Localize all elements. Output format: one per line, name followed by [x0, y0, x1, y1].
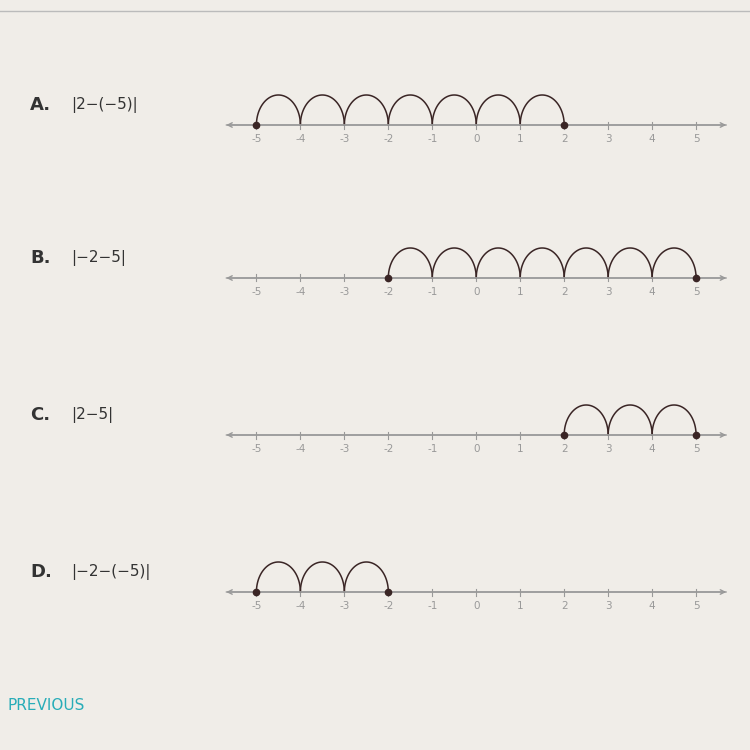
Text: 5: 5: [693, 287, 700, 297]
Text: -4: -4: [296, 287, 305, 297]
Text: 1: 1: [517, 444, 524, 454]
Text: -5: -5: [251, 444, 262, 454]
Text: 0: 0: [473, 601, 479, 611]
Text: -5: -5: [251, 601, 262, 611]
Text: 3: 3: [604, 601, 611, 611]
Text: -1: -1: [427, 287, 437, 297]
Text: -4: -4: [296, 134, 305, 144]
Text: -4: -4: [296, 444, 305, 454]
Text: -2: -2: [383, 601, 394, 611]
Text: |−2−(−5)|: |−2−(−5)|: [71, 564, 151, 580]
Text: 1: 1: [517, 287, 524, 297]
Text: 0: 0: [473, 287, 479, 297]
Text: 4: 4: [649, 601, 656, 611]
Text: -2: -2: [383, 444, 394, 454]
Text: 0: 0: [473, 444, 479, 454]
Text: C.: C.: [30, 406, 50, 424]
Text: D.: D.: [30, 563, 52, 581]
Text: 3: 3: [604, 444, 611, 454]
Text: -3: -3: [339, 134, 350, 144]
Text: -5: -5: [251, 287, 262, 297]
Text: -1: -1: [427, 444, 437, 454]
Text: 5: 5: [693, 444, 700, 454]
Text: |−2−5|: |−2−5|: [71, 250, 126, 266]
Text: 2: 2: [561, 444, 568, 454]
Text: -2: -2: [383, 287, 394, 297]
Text: -5: -5: [251, 134, 262, 144]
Text: 1: 1: [517, 134, 524, 144]
Text: 4: 4: [649, 287, 656, 297]
Text: 1: 1: [517, 601, 524, 611]
Text: -2: -2: [383, 134, 394, 144]
Text: 3: 3: [604, 287, 611, 297]
Text: 2: 2: [561, 134, 568, 144]
Text: A.: A.: [30, 96, 51, 114]
Text: -3: -3: [339, 287, 350, 297]
Text: 3: 3: [604, 134, 611, 144]
Text: 5: 5: [693, 134, 700, 144]
Text: -3: -3: [339, 601, 350, 611]
Text: 5: 5: [693, 601, 700, 611]
Text: -1: -1: [427, 601, 437, 611]
Text: |2−5|: |2−5|: [71, 407, 113, 423]
Text: 4: 4: [649, 444, 656, 454]
Text: -3: -3: [339, 444, 350, 454]
Text: B.: B.: [30, 249, 50, 267]
Text: 2: 2: [561, 287, 568, 297]
Text: PREVIOUS: PREVIOUS: [8, 698, 85, 712]
Text: -4: -4: [296, 601, 305, 611]
Text: 4: 4: [649, 134, 656, 144]
Text: 2: 2: [561, 601, 568, 611]
Text: 0: 0: [473, 134, 479, 144]
Text: -1: -1: [427, 134, 437, 144]
Text: |2−(−5)|: |2−(−5)|: [71, 97, 138, 113]
